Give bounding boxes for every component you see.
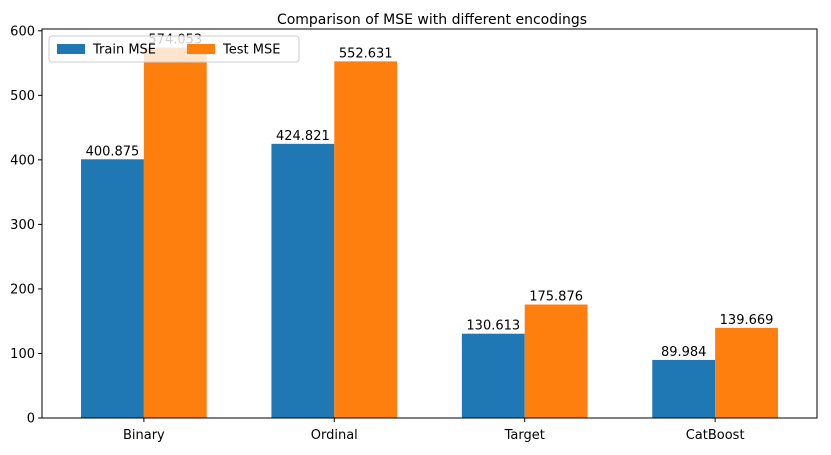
legend-label: Train MSE bbox=[92, 43, 156, 58]
y-tick-label: 500 bbox=[10, 89, 35, 104]
legend-swatch bbox=[187, 44, 215, 54]
y-tick-label: 0 bbox=[27, 412, 35, 427]
data-labels: 400.875424.821130.61389.984574.053552.63… bbox=[86, 33, 774, 360]
y-tick-label: 100 bbox=[10, 347, 35, 362]
bar-value-label: 424.821 bbox=[276, 129, 330, 144]
plot-frame bbox=[41, 28, 818, 419]
chart-title: Comparison of MSE with different encodin… bbox=[277, 12, 587, 28]
y-tick-label: 300 bbox=[10, 218, 35, 233]
bar bbox=[334, 61, 398, 418]
legend-swatch bbox=[57, 44, 85, 54]
legend: Train MSE Test MSE bbox=[48, 35, 300, 63]
bar bbox=[143, 47, 207, 418]
y-tick-label: 200 bbox=[10, 282, 35, 297]
bar-value-label: 130.613 bbox=[466, 319, 520, 334]
bar bbox=[715, 327, 778, 418]
y-tick-label: 400 bbox=[10, 153, 35, 168]
bars-layer bbox=[81, 47, 778, 419]
bar bbox=[81, 159, 144, 419]
bar-value-label: 175.876 bbox=[529, 289, 583, 304]
bar bbox=[652, 359, 716, 418]
legend-box bbox=[48, 35, 300, 63]
x-tick-label: CatBoost bbox=[686, 428, 745, 443]
bar-value-label: 139.669 bbox=[720, 313, 774, 328]
x-tick-label: Binary bbox=[123, 428, 165, 443]
legend-label: Test MSE bbox=[222, 43, 280, 58]
axes: 0 100 200 300 400 500 600 Binary Ordinal Target Ca… bbox=[10, 24, 818, 443]
bar-value-label: 552.631 bbox=[339, 46, 393, 61]
bar-value-label: 400.875 bbox=[86, 144, 140, 159]
bar bbox=[524, 304, 588, 418]
x-tick-label: Target bbox=[504, 428, 545, 443]
bar bbox=[461, 333, 525, 418]
bar bbox=[271, 143, 335, 418]
y-tick-label: 600 bbox=[10, 24, 35, 39]
bar-value-label: 89.984 bbox=[661, 345, 707, 360]
x-tick-label: Ordinal bbox=[311, 428, 358, 443]
